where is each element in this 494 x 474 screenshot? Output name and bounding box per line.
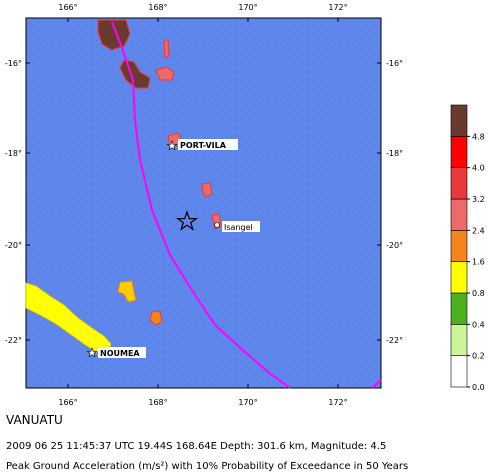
lon-label: 172°	[328, 3, 347, 12]
lat-label: -16°	[386, 59, 403, 68]
lat-label: -18°	[5, 149, 22, 158]
axes: 166° 166° 168° 168° 170° 170° 172° 172° -16° -16°…	[5, 3, 403, 407]
city-marker	[86, 347, 98, 358]
legend-label: 0.8	[472, 289, 485, 298]
legend-swatch	[450, 136, 468, 168]
lon-label: 172°	[328, 398, 347, 407]
legend-label: 4.0	[472, 164, 485, 173]
caption: Peak Ground Acceleration (m/s²) with 10%…	[6, 461, 408, 472]
legend-swatch	[450, 324, 468, 356]
lat-label: -22°	[386, 336, 403, 345]
lon-label: 168°	[148, 3, 167, 12]
legend-label: 0.2	[472, 352, 485, 361]
legend-label: 0.0	[472, 383, 485, 392]
label-box	[178, 139, 238, 150]
legend-swatch	[450, 104, 468, 137]
lon-label: 170°	[238, 398, 257, 407]
island	[117, 280, 137, 303]
island	[155, 66, 175, 81]
event-info: 2009 06 25 11:45:37 UTC 19.44S 168.64E D…	[6, 441, 386, 452]
lat-label: -16°	[5, 59, 22, 68]
legend-swatch	[450, 292, 468, 325]
legend-swatch	[450, 198, 468, 231]
legend-label: 2.4	[472, 226, 485, 235]
label-box	[222, 221, 260, 232]
lon-label: 170°	[238, 3, 257, 12]
legend-label: 3.2	[472, 195, 485, 204]
lat-label: -20°	[5, 241, 22, 250]
legend-swatch	[450, 261, 468, 294]
lon-label: 166°	[58, 398, 77, 407]
legend-label: 4.8	[472, 132, 485, 141]
label-box	[98, 347, 146, 358]
city-marker	[166, 140, 178, 151]
lat-label: -20°	[386, 241, 403, 250]
plate-boundary	[371, 379, 382, 389]
island	[201, 182, 213, 198]
epicenter	[175, 210, 199, 231]
legend-swatch	[450, 355, 468, 388]
island	[163, 39, 170, 59]
place-label: NOUMEA	[100, 349, 140, 358]
lat-label: -18°	[386, 149, 403, 158]
legend-label: 0.4	[472, 320, 485, 329]
map-title: VANUATU	[6, 413, 63, 427]
legend: 0.0 0.2 0.4 0.8 1.6 2.4 3.2 4.0 4.8	[450, 104, 485, 392]
plate-boundary	[111, 21, 291, 389]
legend-label: 1.6	[472, 258, 485, 267]
lat-label: -22°	[5, 336, 22, 345]
legend-swatch	[450, 167, 468, 200]
lon-label: 166°	[58, 3, 77, 12]
town-marker	[214, 222, 220, 228]
place-label: PORT-VILA	[180, 141, 227, 150]
place-label: Isangel	[224, 223, 253, 232]
island	[149, 310, 163, 326]
island	[97, 19, 131, 51]
lon-label: 168°	[148, 398, 167, 407]
legend-swatch	[450, 230, 468, 262]
